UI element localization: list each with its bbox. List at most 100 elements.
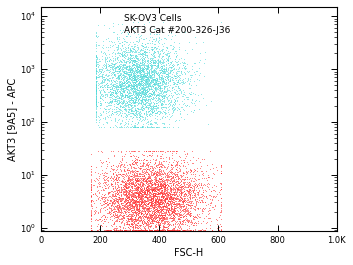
Point [172, 98, 178, 102]
Point [114, 36, 120, 41]
Point [121, 81, 126, 85]
Point [184, 222, 190, 227]
Point [105, 83, 110, 87]
Point [123, 64, 128, 69]
Point [167, 179, 173, 183]
Point [93, 80, 98, 84]
Point [135, 93, 140, 98]
Point [147, 200, 152, 204]
Point [132, 99, 137, 103]
Point [124, 163, 130, 167]
Point [138, 196, 143, 200]
Point [159, 61, 165, 65]
Point [93, 75, 98, 80]
Point [156, 176, 161, 180]
Point [156, 208, 161, 212]
Point [159, 183, 165, 187]
Point [88, 169, 94, 173]
Point [134, 176, 140, 180]
Point [88, 209, 94, 213]
Point [179, 29, 185, 34]
Point [187, 214, 193, 218]
Point [160, 78, 166, 82]
Point [157, 149, 163, 153]
Point [127, 70, 132, 74]
Point [145, 222, 150, 226]
Point [172, 51, 177, 55]
Point [137, 65, 142, 69]
Point [102, 64, 107, 68]
Point [155, 203, 161, 207]
Point [130, 182, 136, 186]
Point [103, 180, 109, 184]
Point [133, 154, 139, 158]
Point [164, 171, 170, 175]
Point [155, 46, 160, 50]
Point [159, 183, 164, 187]
Point [145, 71, 150, 75]
Point [158, 202, 164, 206]
Point [119, 88, 124, 92]
Point [160, 169, 166, 173]
Point [153, 211, 159, 215]
Point [141, 157, 146, 162]
Point [139, 86, 145, 90]
Point [127, 34, 133, 38]
Point [141, 72, 147, 76]
Point [153, 99, 158, 103]
Point [121, 207, 126, 211]
Point [125, 32, 131, 36]
Point [142, 90, 148, 94]
Point [148, 86, 154, 91]
Point [151, 196, 156, 200]
Point [120, 205, 126, 209]
Point [150, 197, 156, 201]
Point [121, 209, 127, 213]
Point [157, 84, 163, 88]
Point [104, 94, 110, 98]
Point [159, 30, 164, 34]
Point [121, 206, 127, 210]
Point [150, 167, 156, 171]
Point [163, 111, 169, 115]
Point [112, 176, 118, 181]
Point [120, 213, 126, 217]
Point [106, 115, 111, 120]
Point [106, 95, 112, 99]
Point [152, 200, 158, 205]
Point [186, 192, 192, 196]
Point [136, 65, 142, 69]
Point [115, 22, 120, 26]
Point [141, 174, 147, 178]
Point [179, 94, 185, 98]
Point [150, 228, 155, 232]
Point [127, 85, 133, 89]
Point [117, 199, 123, 204]
Point [121, 99, 127, 103]
Point [184, 180, 190, 184]
Point [136, 58, 141, 62]
Point [165, 222, 170, 226]
Point [133, 62, 139, 67]
Point [166, 54, 172, 58]
Point [179, 80, 185, 84]
Point [129, 210, 135, 214]
Point [107, 113, 112, 117]
Point [144, 179, 150, 183]
Point [126, 70, 131, 74]
Point [126, 74, 132, 79]
Point [189, 199, 194, 203]
Point [162, 183, 168, 188]
Point [132, 191, 137, 196]
Point [145, 204, 150, 208]
Point [151, 90, 157, 95]
Point [147, 203, 152, 207]
Point [187, 92, 193, 96]
Point [173, 186, 178, 190]
Point [168, 28, 174, 32]
Point [155, 83, 161, 87]
Point [193, 158, 199, 162]
Point [132, 113, 137, 117]
Point [166, 107, 171, 112]
Point [146, 228, 152, 232]
